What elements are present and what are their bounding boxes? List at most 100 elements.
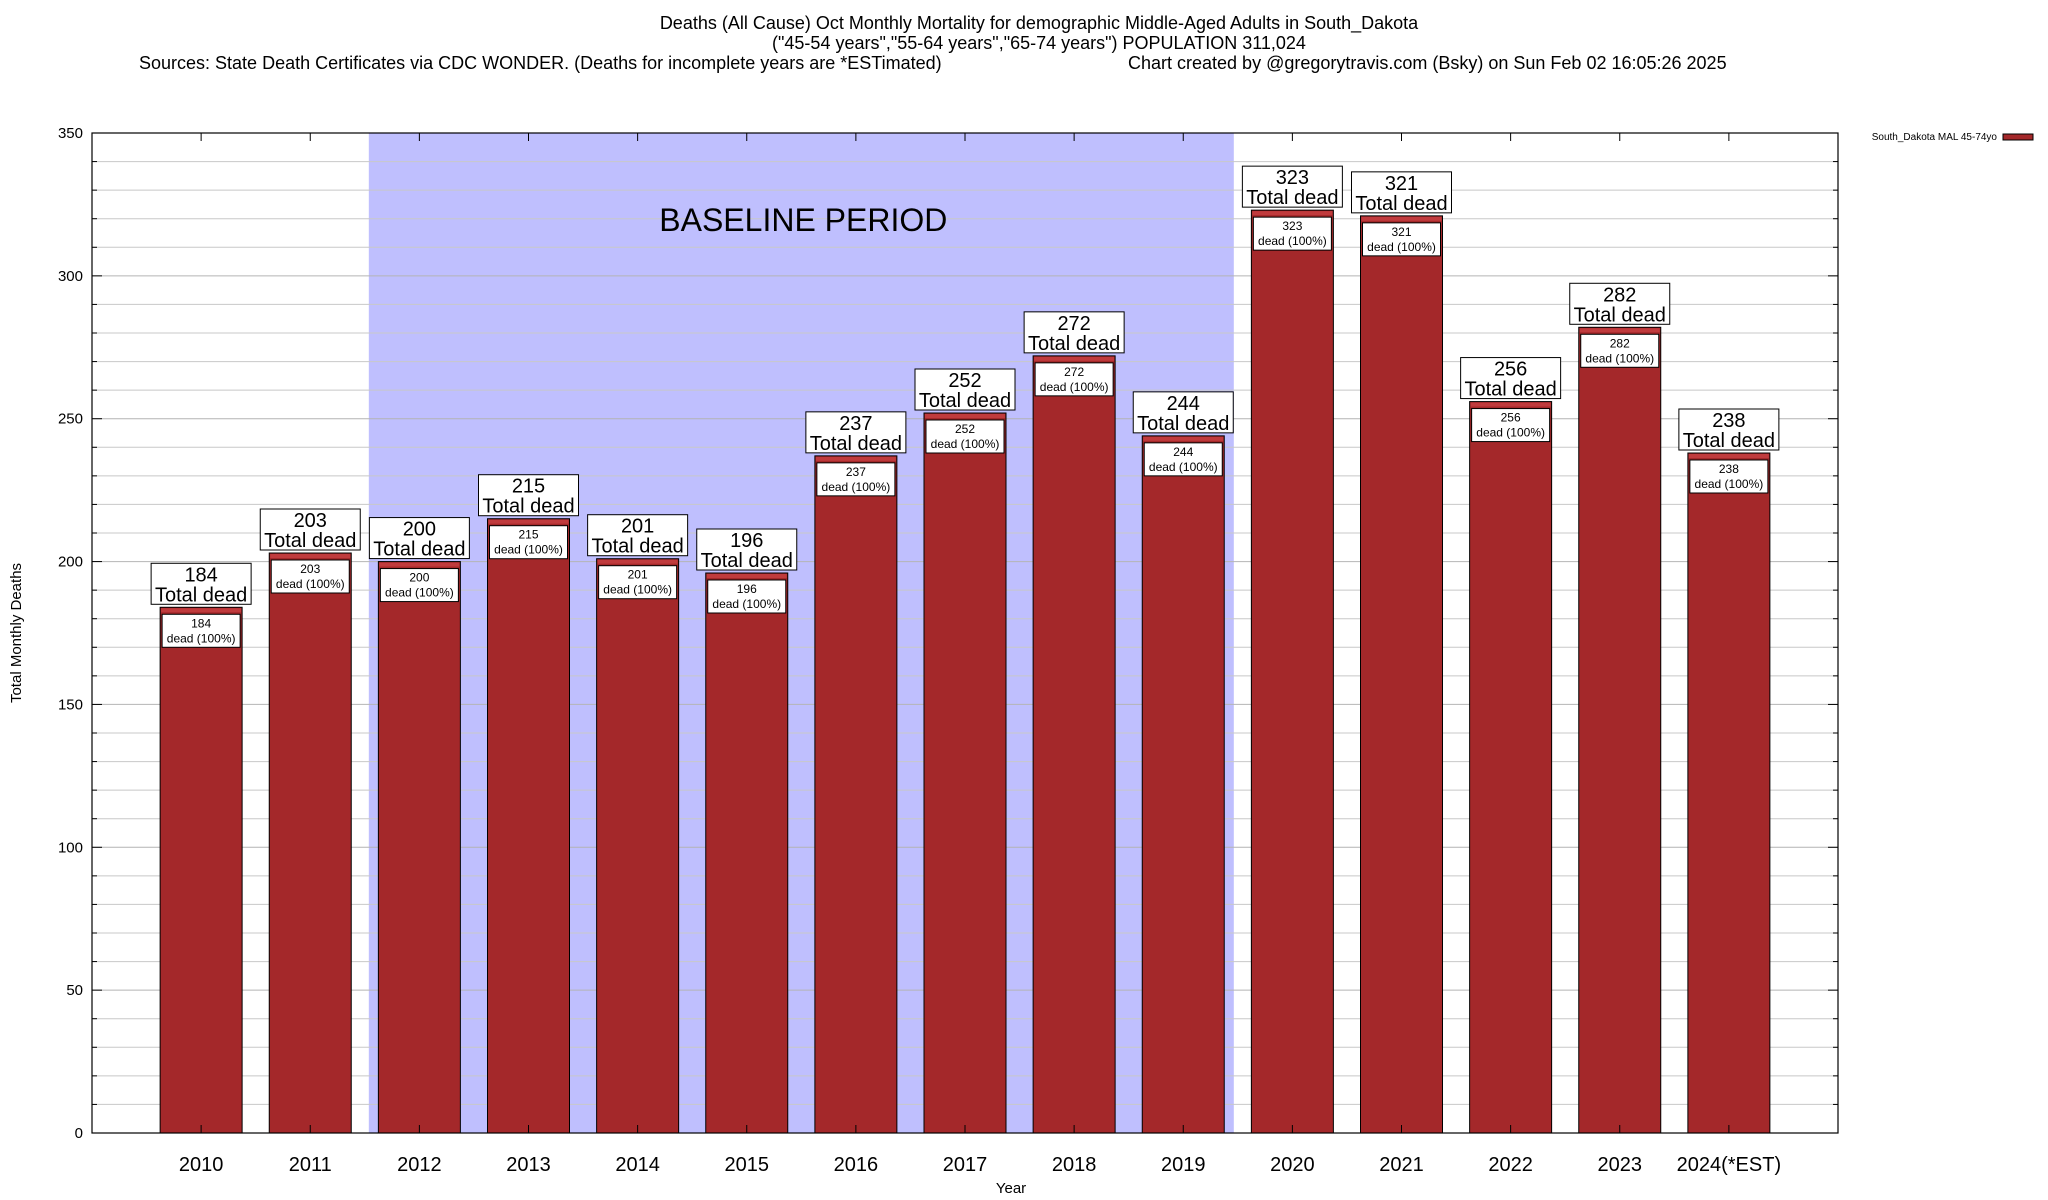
x-tick-label: 2023 xyxy=(1598,1154,1643,1176)
y-tick-label: 200 xyxy=(58,554,83,571)
outer-label-value: 252 xyxy=(948,370,981,392)
y-tick-label: 50 xyxy=(66,982,83,999)
legend-swatch xyxy=(2002,133,2034,141)
legend-label: South_Dakota MAL 45-74yo xyxy=(1872,132,1998,143)
x-tick-label: 2010 xyxy=(179,1154,224,1176)
outer-label-value: 238 xyxy=(1712,410,1745,432)
x-tick-label: 2017 xyxy=(943,1154,988,1176)
inner-label-text: dead (100%) xyxy=(1476,426,1545,440)
bar-top-2023 xyxy=(1579,328,1660,333)
outer-label-value: 244 xyxy=(1167,393,1200,415)
outer-label-text: Total dead xyxy=(701,550,793,572)
bar-top-2020 xyxy=(1252,211,1333,216)
outer-label-value: 203 xyxy=(294,510,327,532)
outer-label-box xyxy=(696,528,798,571)
outer-label-value: 282 xyxy=(1603,284,1636,306)
outer-label-value: 321 xyxy=(1385,173,1418,195)
inner-label-text: dead (100%) xyxy=(1695,477,1764,491)
outer-label-text: Total dead xyxy=(482,496,574,518)
bar-2021 xyxy=(1360,215,1443,1134)
bar-top-2017 xyxy=(925,414,1005,418)
inner-label-text: dead (100%) xyxy=(1258,234,1327,248)
x-tick-label: 2024(*EST) xyxy=(1677,1154,1782,1176)
outer-label-box xyxy=(914,368,1016,411)
x-tick-label: 2020 xyxy=(1270,1154,1315,1176)
outer-label-box xyxy=(1678,408,1780,451)
inner-label-value: 196 xyxy=(737,582,757,596)
outer-label-value: 201 xyxy=(621,516,654,538)
outer-label-text: Total dead xyxy=(1137,413,1229,435)
sources-note: Sources: State Death Certificates via CD… xyxy=(139,53,942,73)
inner-label-value: 256 xyxy=(1501,411,1521,425)
inner-label-value: 252 xyxy=(955,422,975,436)
inner-label-text: dead (100%) xyxy=(1367,240,1436,254)
x-tick-label: 2019 xyxy=(1161,1154,1206,1176)
inner-label-text: dead (100%) xyxy=(276,577,345,591)
bar-top-2010 xyxy=(161,608,242,613)
outer-label-text: Total dead xyxy=(1246,187,1338,209)
chart-subtitle: ("45-54 years","55-64 years","65-74 year… xyxy=(772,33,1306,53)
inner-label-value: 321 xyxy=(1391,225,1411,239)
bar-2012 xyxy=(377,561,461,1134)
inner-label-text: dead (100%) xyxy=(1149,460,1218,474)
y-tick-label: 350 xyxy=(58,125,83,142)
y-tick-label: 100 xyxy=(58,839,83,856)
inner-label-box xyxy=(1362,222,1441,257)
outer-label-text: Total dead xyxy=(264,530,356,552)
chart-title: Deaths (All Cause) Oct Monthly Mortality… xyxy=(659,13,1419,33)
inner-label-text: dead (100%) xyxy=(931,437,1000,451)
inner-label-value: 238 xyxy=(1719,462,1739,476)
bar-2017 xyxy=(923,412,1007,1134)
x-tick-label: 2013 xyxy=(506,1154,551,1176)
x-tick-label: 2012 xyxy=(397,1154,442,1176)
inner-label-text: dead (100%) xyxy=(1040,380,1109,394)
inner-label-box xyxy=(489,525,568,560)
bar-top-2015 xyxy=(706,574,787,578)
outer-label-text: Total dead xyxy=(1683,430,1775,452)
outer-label-box xyxy=(1351,171,1452,214)
bar-top-2021 xyxy=(1361,216,1442,221)
outer-label-box xyxy=(1569,282,1671,325)
inner-label-box xyxy=(1580,333,1660,368)
inner-label-box xyxy=(1034,362,1114,397)
outer-label-text: Total dead xyxy=(810,433,902,455)
bar-2019 xyxy=(1141,435,1225,1134)
inner-label-box xyxy=(598,565,678,600)
bar-2014 xyxy=(596,558,680,1134)
outer-label-value: 196 xyxy=(730,530,763,552)
inner-label-box xyxy=(707,579,787,614)
outer-label-text: Total dead xyxy=(1464,379,1556,401)
outer-label-value: 200 xyxy=(403,519,436,541)
outer-label-box xyxy=(805,411,907,454)
inner-label-value: 244 xyxy=(1173,445,1193,459)
inner-label-box xyxy=(1689,459,1769,494)
inner-label-value: 237 xyxy=(846,465,866,479)
y-tick-label: 300 xyxy=(58,268,83,285)
baseline-period-label: BASELINE PERIOD xyxy=(659,202,947,238)
x-axis-label: Year xyxy=(996,1180,1026,1197)
y-tick-label: 0 xyxy=(75,1125,83,1142)
outer-label-box xyxy=(1023,311,1125,354)
inner-label-value: 272 xyxy=(1064,365,1084,379)
inner-label-box xyxy=(1252,216,1332,251)
x-tick-label: 2015 xyxy=(725,1154,770,1176)
outer-label-box xyxy=(1241,165,1343,208)
inner-label-value: 184 xyxy=(191,616,211,630)
inner-label-box xyxy=(816,462,896,497)
outer-label-value: 272 xyxy=(1057,313,1090,335)
inner-label-text: dead (100%) xyxy=(1585,351,1654,365)
plot-border xyxy=(91,132,1839,1134)
x-tick-label: 2011 xyxy=(289,1154,332,1176)
inner-label-text: dead (100%) xyxy=(822,480,891,494)
x-tick-label: 2018 xyxy=(1052,1154,1097,1176)
inner-label-box xyxy=(161,613,241,648)
inner-label-value: 323 xyxy=(1282,219,1302,233)
bar-2013 xyxy=(487,518,570,1134)
inner-label-text: dead (100%) xyxy=(603,583,672,597)
outer-label-text: Total dead xyxy=(373,539,465,561)
bar-top-2013 xyxy=(488,519,569,524)
bar-2020 xyxy=(1250,209,1334,1134)
inner-label-text: dead (100%) xyxy=(385,586,454,600)
inner-label-box xyxy=(1471,408,1551,443)
